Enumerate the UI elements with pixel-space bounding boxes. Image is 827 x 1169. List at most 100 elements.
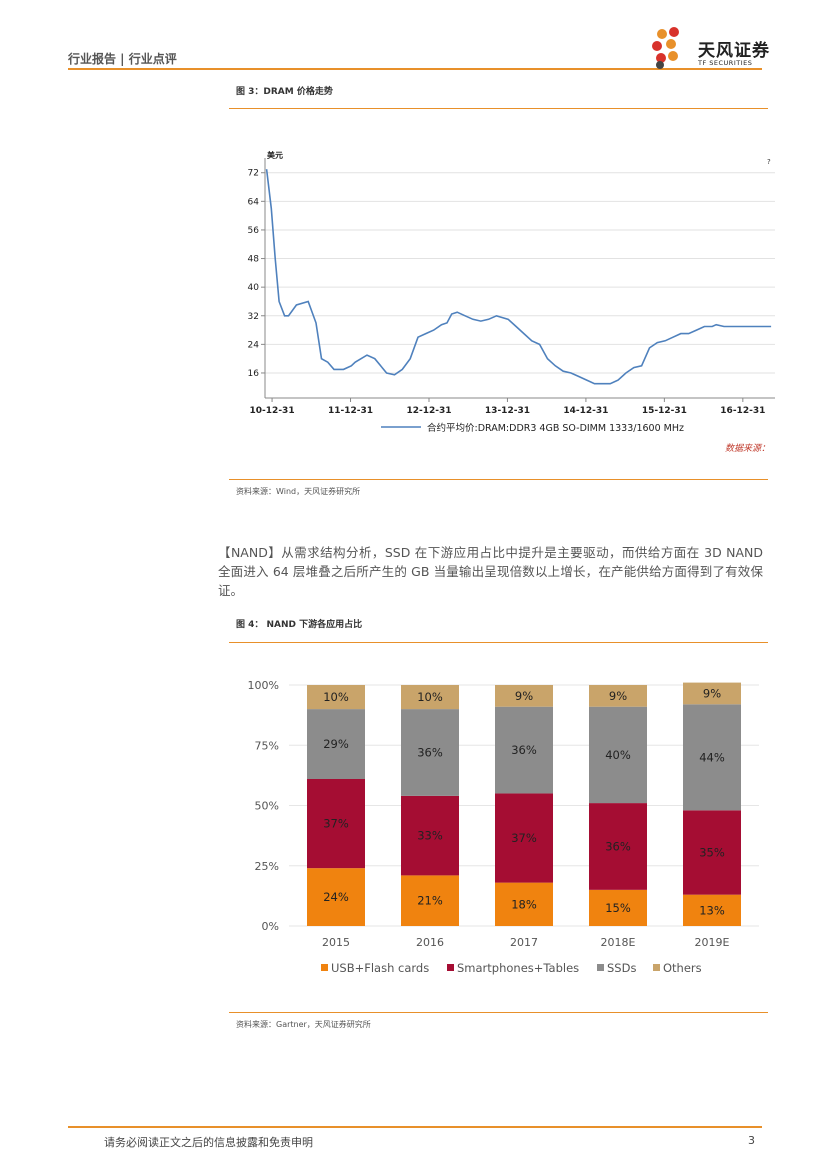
nand-share-chart: 0% 25% 50% 75% 100% 24% 37% 29% 10% 2015 21% 33% 36%… xyxy=(248,679,759,975)
nand-bar-segment xyxy=(683,810,741,895)
figure3-title: 图 3：DRAM 价格走势 xyxy=(236,87,333,97)
logo-name-en: TF SECURITIES xyxy=(698,59,753,67)
nand-data-label: 18% xyxy=(511,897,537,911)
nand-bar-segment xyxy=(589,706,647,804)
dram-xtick-label: 14-12-31 xyxy=(563,406,608,416)
nand-bar-segment xyxy=(401,875,459,926)
dram-chart-grid xyxy=(265,172,775,374)
footer-rule xyxy=(68,1126,762,1128)
dram-data-source-label: 数据来源： xyxy=(725,443,770,454)
nand-legend-swatch xyxy=(653,964,660,971)
dram-ytick-label: 72 xyxy=(248,169,259,179)
footer-disclaimer: 请务必阅读正文之后的信息披露和免责申明 xyxy=(104,1136,313,1149)
nand-bar-segment xyxy=(589,803,647,890)
dram-ytick-label: 16 xyxy=(248,369,260,379)
nand-ytick-label: 75% xyxy=(255,739,279,752)
dram-chart-labels: 16 24 32 40 48 56 64 72 10-12-31 11-12-31 12-12-31… xyxy=(248,169,766,416)
nand-legend-label: USB+Flash cards xyxy=(331,961,429,975)
nand-category-label: 2017 xyxy=(510,936,538,949)
nand-data-label: 9% xyxy=(609,689,627,703)
nand-bar-segment xyxy=(307,709,365,779)
nand-data-label: 44% xyxy=(699,750,725,764)
nand-legend-label: Others xyxy=(663,961,702,975)
figure4-top-rule xyxy=(229,642,768,643)
nand-data-label: 24% xyxy=(323,890,349,904)
header-rule xyxy=(68,68,762,70)
logo-mark-icon xyxy=(652,27,679,69)
nand-bar-segment xyxy=(683,682,741,705)
figure4-bottom-rule xyxy=(229,1012,768,1013)
nand-data-label: 35% xyxy=(699,845,725,859)
nand-data-label: 40% xyxy=(605,748,631,762)
nand-bar-segment xyxy=(589,685,647,707)
nand-data-label: 21% xyxy=(417,894,443,908)
dram-xtick-label: 12-12-31 xyxy=(406,406,451,416)
dram-ytick-label: 64 xyxy=(248,197,260,207)
nand-data-label: 13% xyxy=(699,903,725,917)
nand-data-label: 29% xyxy=(323,737,349,751)
dram-price-line xyxy=(265,169,772,385)
nand-data-label: 10% xyxy=(323,690,349,704)
nand-data-label: 33% xyxy=(417,829,443,843)
nand-bar-segment xyxy=(683,704,741,811)
dram-xtick-label: 15-12-31 xyxy=(642,406,687,416)
nand-category-label: 2018E xyxy=(601,936,636,949)
nand-bar-segment xyxy=(495,793,553,883)
nand-chart-legend: USB+Flash cards Smartphones+Tables SSDs Oth… xyxy=(321,961,702,975)
dram-xtick-label: 10-12-31 xyxy=(250,406,295,416)
nand-legend-swatch xyxy=(447,964,454,971)
figure4-source: 资料来源：Gartner，天风证券研究所 xyxy=(236,1020,371,1029)
report-section-label: 行业报告 | 行业点评 xyxy=(68,52,177,66)
nand-bar-segment xyxy=(307,778,365,869)
logo-name-cn: 天风证券 xyxy=(698,41,770,61)
nand-ytick-label: 50% xyxy=(255,800,279,813)
dram-xtick-label: 13-12-31 xyxy=(485,406,530,416)
dram-chart-axes xyxy=(261,158,775,402)
figure3-bottom-rule xyxy=(229,479,768,480)
dram-ytick-label: 56 xyxy=(248,226,260,236)
dram-chart-corner-mark: ? xyxy=(767,158,771,166)
nand-category-label: 2016 xyxy=(416,936,444,949)
nand-bar-segment xyxy=(683,894,741,926)
nand-category-label: 2015 xyxy=(322,936,350,949)
dram-xtick-label: 16-12-31 xyxy=(720,406,765,416)
dram-chart-ylabel: 美元 xyxy=(267,150,283,160)
figure3-top-rule xyxy=(229,108,768,109)
nand-data-label: 36% xyxy=(605,839,631,853)
nand-bar-segment xyxy=(401,709,459,796)
nand-paragraph: 【NAND】从需求结构分析，SSD 在下游应用占比中提升是主要驱动，而供给方面在… xyxy=(218,545,763,598)
nand-data-label: 9% xyxy=(703,686,721,700)
nand-ytick-label: 100% xyxy=(248,679,279,692)
nand-bar-segment xyxy=(307,685,365,710)
dram-chart-series xyxy=(265,169,772,385)
nand-ytick-label: 0% xyxy=(262,920,279,933)
nand-chart-labels: 0% 25% 50% 75% 100% 24% 37% 29% 10% 2015 21% 33% 36%… xyxy=(248,679,730,949)
nand-category-label: 2019E xyxy=(695,936,730,949)
dram-ytick-label: 40 xyxy=(248,283,260,293)
dram-price-chart: 16 24 32 40 48 56 64 72 10-12-31 11-12-31 12-12-31… xyxy=(248,150,775,454)
nand-data-label: 9% xyxy=(515,689,533,703)
nand-bar-segment xyxy=(495,685,553,707)
nand-legend-label: SSDs xyxy=(607,961,636,975)
nand-legend-swatch xyxy=(321,964,328,971)
nand-bar-segment xyxy=(589,889,647,926)
nand-data-label: 36% xyxy=(417,745,443,759)
nand-bar-segment xyxy=(401,685,459,710)
figure4-title: 图 4： NAND 下游各应用占比 xyxy=(236,620,363,630)
dram-ytick-label: 24 xyxy=(248,340,260,350)
nand-bar-segment xyxy=(307,868,365,926)
dram-ytick-label: 32 xyxy=(248,312,259,322)
nand-legend-swatch xyxy=(597,964,604,971)
nand-bar-segment xyxy=(495,706,553,794)
dram-xtick-label: 11-12-31 xyxy=(328,406,373,416)
nand-bar-segment xyxy=(495,882,553,926)
nand-legend-label: Smartphones+Tables xyxy=(457,961,579,975)
nand-data-label: 36% xyxy=(511,743,537,757)
nand-data-label: 37% xyxy=(511,831,537,845)
figure3-source: 资料来源：Wind，天风证券研究所 xyxy=(236,487,361,496)
dram-ytick-label: 48 xyxy=(248,255,260,265)
nand-data-label: 10% xyxy=(417,690,443,704)
nand-ytick-label: 25% xyxy=(255,860,279,873)
page-number: 3 xyxy=(748,1134,755,1147)
nand-chart-bars xyxy=(307,682,741,926)
